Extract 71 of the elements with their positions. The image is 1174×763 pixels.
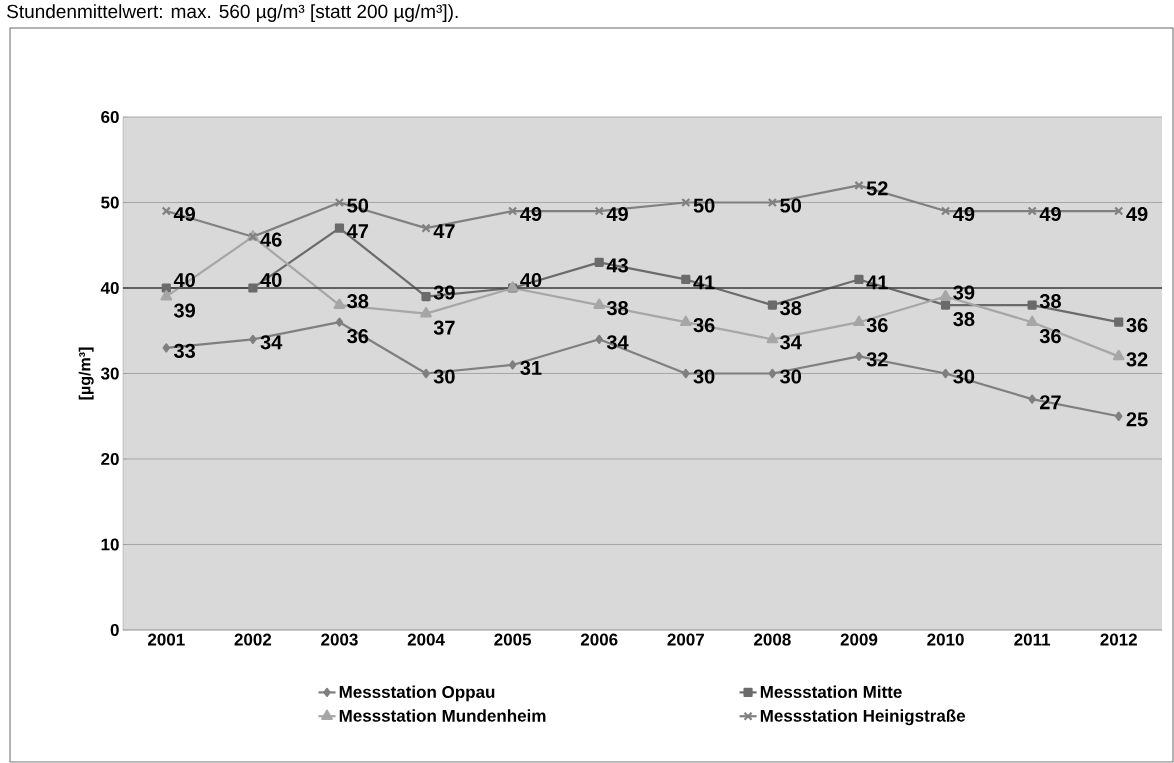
y-tick-label: 60 [101, 110, 119, 124]
data-label: 38 [606, 301, 629, 316]
y-axis-title: [µg/m³] [78, 347, 94, 400]
data-label: 49 [520, 206, 542, 222]
data-label: 40 [260, 272, 282, 288]
data-label: 36 [1039, 329, 1061, 344]
data-label: 31 [520, 360, 542, 376]
data-label: 36 [693, 318, 715, 333]
x-tick-label: 2012 [1100, 633, 1137, 646]
data-label: 39 [433, 285, 455, 300]
legend-label: Messstation Mitte [760, 685, 902, 698]
data-label: 36 [347, 329, 369, 344]
x-tick-label: 2009 [840, 633, 878, 646]
data-label: 41 [866, 275, 888, 290]
data-label: 32 [866, 352, 888, 367]
data-label: 30 [953, 369, 975, 384]
data-label: 47 [433, 224, 455, 239]
data-label: 32 [1126, 352, 1148, 367]
data-label: 27 [1040, 395, 1061, 410]
data-label: 34 [606, 335, 629, 350]
data-label: 38 [953, 312, 975, 327]
data-label: 40 [173, 272, 195, 288]
data-label: 49 [953, 206, 975, 222]
data-label: 50 [347, 198, 369, 213]
legend-label: Messstation Heinigstraße [760, 709, 966, 726]
legend-label: Messstation Oppau [339, 685, 495, 702]
data-label: 50 [693, 198, 715, 213]
x-tick-label: 2010 [927, 633, 964, 646]
x-tick-label: 2006 [580, 633, 618, 646]
data-label: 25 [1126, 412, 1148, 427]
data-label: 49 [173, 206, 195, 222]
x-tick-label: 2004 [407, 633, 445, 646]
data-label: 52 [866, 181, 888, 196]
data-label: 38 [780, 301, 802, 316]
data-label: 34 [260, 335, 283, 350]
data-label: 36 [1126, 318, 1148, 333]
data-label: 46 [260, 232, 282, 247]
data-label: 39 [953, 285, 975, 300]
data-label: 50 [780, 198, 802, 213]
data-label: 40 [520, 272, 542, 288]
data-label: 34 [780, 335, 802, 350]
y-tick-label: 50 [101, 196, 119, 209]
data-label: 36 [866, 318, 888, 333]
data-label: 43 [606, 258, 628, 273]
y-tick-label: 20 [101, 452, 119, 466]
data-label: 33 [173, 343, 196, 358]
x-tick-label: 2002 [234, 633, 272, 646]
x-tick-label: 2005 [494, 633, 532, 646]
data-label: 49 [1039, 206, 1061, 222]
x-tick-label: 2003 [321, 633, 358, 646]
legend-label: Messstation Mundenheim [339, 709, 546, 722]
data-label: 41 [693, 275, 715, 290]
data-label: 49 [606, 206, 628, 222]
data-label: 30 [433, 369, 455, 384]
data-label: 39 [173, 303, 195, 318]
data-label: 38 [347, 294, 369, 309]
y-tick-label: 10 [101, 538, 119, 551]
data-label: 49 [1126, 206, 1148, 222]
y-tick-label: 30 [100, 367, 119, 380]
x-tick-label: 2001 [147, 633, 185, 646]
data-label: 47 [346, 224, 369, 239]
data-label: 30 [780, 369, 802, 384]
x-tick-label: 2011 [1014, 633, 1051, 646]
x-tick-label: 2007 [667, 633, 704, 646]
y-tick-label: 40 [100, 281, 119, 295]
text: Stundenmittelwert: max. 560 µg/m³ [statt 200 µg/m³]). [7, 4, 458, 22]
y-tick-label: 0 [110, 623, 119, 637]
data-label: 30 [693, 369, 715, 384]
data-label: 38 [1039, 294, 1061, 309]
data-label: 37 [433, 320, 455, 335]
x-tick-label: 2008 [754, 633, 791, 646]
